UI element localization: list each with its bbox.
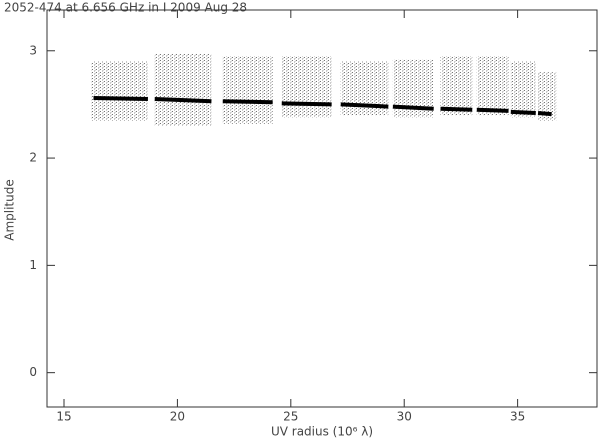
point-cloud [510,61,536,118]
x-tick-label: 25 [283,410,298,424]
point-cloud [154,53,212,126]
chart-title: 2052-474 at 6.656 GHz in I 2009 Aug 28 [4,1,247,15]
point-cloud [476,56,509,116]
y-axis-label: Amplitude [3,179,17,241]
y-tick-label: 0 [29,365,37,379]
x-tick-label: 20 [170,410,185,424]
x-tick-label: 15 [56,410,71,424]
x-tick-label: 35 [510,410,525,424]
point-cloud [538,72,557,121]
y-tick-label: 1 [29,258,37,272]
y-tick-label: 2 [29,151,37,165]
x-tick-label: 30 [397,410,412,424]
point-cloud [222,56,273,124]
model-line [93,95,552,117]
y-tick-label: 3 [29,43,37,57]
point-cloud [281,56,332,118]
point-cloud [91,61,148,121]
plot-frame [46,9,598,408]
x-axis-label: UV radius (10⁶ λ) [271,425,373,439]
point-cloud [440,56,473,116]
